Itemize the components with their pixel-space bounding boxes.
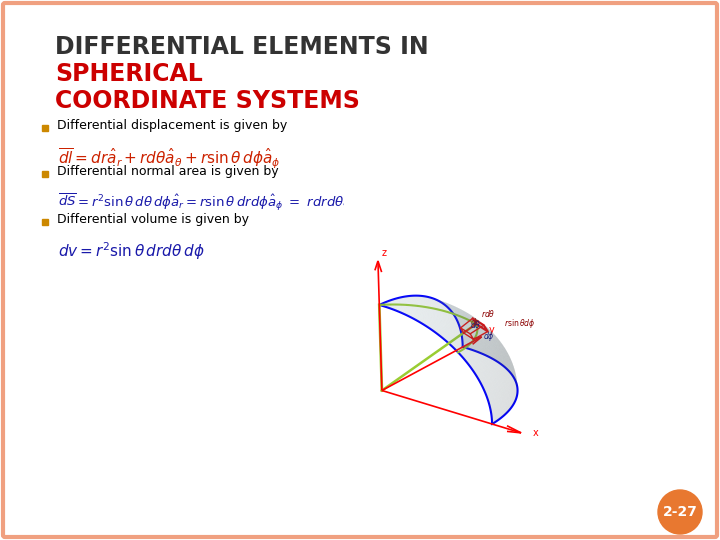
Text: $\overline{dl} = dr\hat{a}_r + rd\theta\hat{a}_\theta + r\sin\theta\, d\phi\hat{: $\overline{dl} = dr\hat{a}_r + rd\theta\… — [58, 147, 281, 171]
Text: SPHERICAL: SPHERICAL — [55, 62, 203, 86]
Text: DIFFERENTIAL ELEMENTS IN: DIFFERENTIAL ELEMENTS IN — [55, 35, 428, 59]
Text: COORDINATE SYSTEMS: COORDINATE SYSTEMS — [55, 89, 360, 113]
FancyBboxPatch shape — [3, 3, 717, 537]
Circle shape — [658, 490, 702, 534]
Text: Differential displacement is given by: Differential displacement is given by — [57, 118, 287, 132]
Text: $\overline{dS} = r^2\sin\theta\, d\theta\, d\phi\hat{a}_r = r\sin\theta\, drd\ph: $\overline{dS} = r^2\sin\theta\, d\theta… — [58, 192, 359, 213]
Text: Differential volume is given by: Differential volume is given by — [57, 213, 249, 226]
Text: Differential normal area is given by: Differential normal area is given by — [57, 165, 279, 178]
Text: $dv = r^2\sin\theta\, drd\theta\, d\phi$: $dv = r^2\sin\theta\, drd\theta\, d\phi$ — [58, 240, 204, 262]
Text: 2-27: 2-27 — [662, 505, 698, 519]
